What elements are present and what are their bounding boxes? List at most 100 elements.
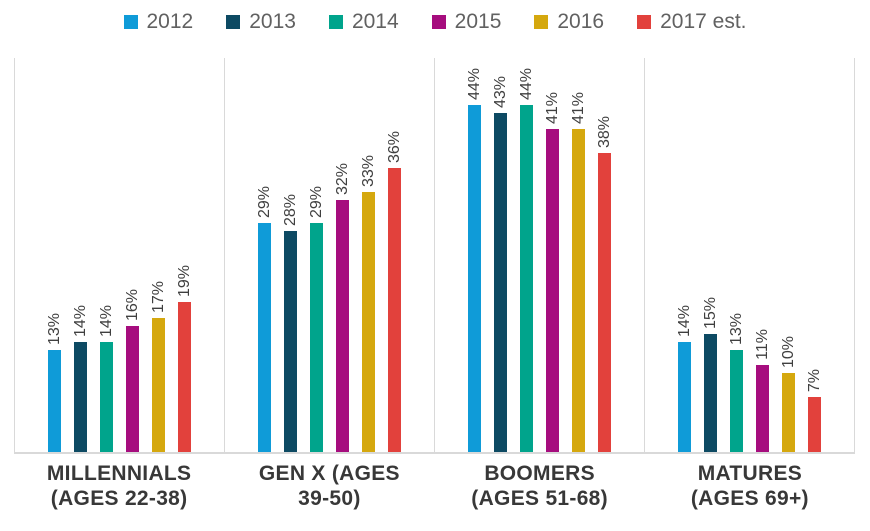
bar-value-label: 44% [517,68,535,101]
bar-2015-matures [756,365,769,452]
bar-2012-gen [258,223,271,452]
legend-swatch-icon [226,15,241,29]
bar-slot: 28% [281,58,299,452]
category-group-boomers: 44% 43% 44% 41% 41% 38% [435,58,645,452]
bar-value-label: 36% [385,131,403,164]
category-label-genx: GEN X (AGES 39-50) [224,461,434,511]
category-label-line: GEN X (AGES [258,462,400,485]
bar-2017-est-millennials [178,302,191,452]
bar-value-label: 43% [491,76,509,109]
bar-2014-boomers [520,105,533,452]
bar-slot: 13% [727,58,745,452]
legend-item-2017-est: 2017 est. [637,10,747,34]
legend-item-2013: 2013 [226,10,296,34]
legend: 2012 2013 2014 2015 2016 2017 est. [0,10,870,34]
bar-2014-matures [730,349,743,452]
bar-2013-gen [284,231,297,452]
bar-slot: 36% [385,58,403,452]
bar-value-label: 17% [149,281,167,314]
category-label-boomers: BOOMERS (AGES 51-68) [435,461,645,511]
category-group-millennials: 13% 14% 14% 16% 17% 19% [15,58,225,452]
legend-label: 2017 est. [660,10,747,33]
category-label-line: 39-50) [298,487,361,510]
bar-value-label: 44% [465,68,483,101]
category-label-line: MILLENNIALS [46,462,192,485]
bar-slot: 29% [255,58,273,452]
category-label-millennials: MILLENNIALS (AGES 22-38) [14,461,224,511]
category-label-line: (AGES 22-38) [50,487,188,510]
bar-2016-millennials [152,318,165,452]
bar-slot: 33% [359,58,377,452]
legend-swatch-icon [534,15,549,29]
legend-label: 2016 [557,10,605,33]
bar-slot: 44% [517,58,535,452]
bar-slot: 14% [98,58,115,452]
legend-swatch-icon [431,15,446,29]
bar-slot: 41% [543,58,561,452]
bar-2014-millennials [100,341,113,452]
category-group-matures: 14% 15% 13% 11% 10% 7% [645,58,855,452]
bar-slot: 19% [176,58,193,452]
bar-2017-est-gen [388,168,401,452]
bar-2017-est-boomers [598,152,611,452]
bar-2012-millennials [48,349,61,452]
bar-value-label: 10% [779,336,797,369]
bar-slot: 29% [307,58,325,452]
bar-slot: 10% [779,58,797,452]
legend-item-2015: 2015 [431,10,502,34]
legend-label: 2013 [249,10,296,33]
bar-2014-gen [310,223,323,452]
plot-area: 13% 14% 14% 16% 17% 19% 29% 28% 29% 32% 33% 36% 44% 4… [14,58,855,454]
bar-slot: 14% [675,58,693,452]
bar-slot: 16% [123,58,141,452]
legend-label: 2014 [351,10,399,33]
bar-slot: 44% [465,58,483,452]
category-group-gen: 29% 28% 29% 32% 33% 36% [225,58,435,452]
bar-value-label: 33% [359,154,377,187]
legend-swatch-icon [637,15,652,29]
bar-2015-boomers [546,128,559,452]
category-label-line: MATURES [697,462,803,485]
bar-value-label: 29% [307,186,325,219]
bar-2013-millennials [74,341,87,452]
category-label-line: (AGES 69+) [690,487,809,510]
legend-label: 2015 [454,10,502,33]
bar-slot: 13% [45,58,63,452]
bar-value-label: 38% [595,115,613,148]
bar-value-label: 14% [675,304,693,337]
x-axis: MILLENNIALS (AGES 22-38) GEN X (AGES 39-… [14,461,855,511]
legend-label: 2012 [146,10,194,33]
bar-slot: 32% [333,58,351,452]
bar-value-label: 32% [333,162,351,195]
bar-value-label: 11% [753,329,771,361]
bar-value-label: 41% [543,91,561,124]
bar-value-label: 41% [569,91,587,124]
bar-slot: 7% [805,58,823,452]
bar-2017-est-matures [808,396,821,452]
bar-slot: 17% [149,58,167,452]
legend-item-2014: 2014 [328,10,399,34]
legend-item-2016: 2016 [534,10,604,34]
bar-slot: 14% [71,58,89,452]
bar-2015-millennials [126,325,139,452]
bar-value-label: 7% [805,368,823,392]
bar-value-label: 14% [71,304,89,337]
bar-2016-boomers [572,128,585,452]
bar-slot: 15% [701,58,719,452]
bar-value-label: 29% [255,186,273,219]
bar-value-label: 15% [701,296,719,329]
bar-2012-matures [678,341,691,452]
bar-value-label: 13% [727,312,745,345]
bar-2016-gen [362,191,375,452]
bar-value-label: 28% [281,194,299,227]
legend-swatch-icon [328,15,343,29]
bar-2013-boomers [494,113,507,452]
bar-value-label: 16% [123,288,141,321]
bar-slot: 38% [595,58,613,452]
category-label-line: (AGES 51-68) [471,487,608,510]
category-label-matures: MATURES (AGES 69+) [645,461,855,511]
bar-value-label: 13% [45,312,63,345]
bar-slot: 43% [491,58,509,452]
legend-swatch-icon [123,15,138,29]
